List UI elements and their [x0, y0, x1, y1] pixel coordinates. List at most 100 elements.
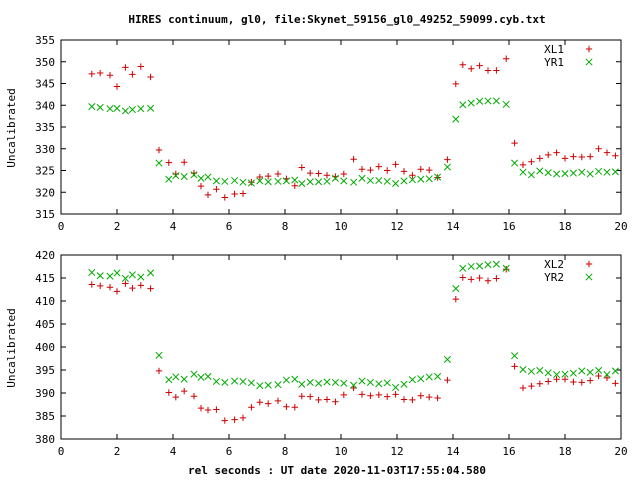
data-point-yr1: [417, 175, 425, 183]
data-point-yr2: [586, 368, 594, 376]
x-tick-label: 0: [58, 445, 65, 458]
data-point-xl2: [519, 384, 527, 392]
data-point-xl2: [536, 380, 543, 387]
data-point-xl1: [88, 70, 95, 78]
data-point-xl1: [274, 170, 282, 178]
data-point-yr2: [553, 371, 561, 379]
y-tick-label: 385: [35, 410, 55, 423]
data-point-yr2: [315, 379, 323, 387]
data-point-yr1: [467, 99, 475, 107]
data-point-yr2: [467, 262, 475, 271]
data-point-xl1: [204, 191, 212, 199]
data-point-yr1: [172, 172, 180, 180]
data-point-yr1: [569, 169, 577, 177]
data-point-yr1: [502, 100, 510, 108]
data-point-yr2: [147, 269, 155, 277]
x-tick-label: 6: [226, 220, 233, 233]
data-point-yr1: [88, 103, 96, 111]
bottom-panel: 0 2 4 6 8 10 12 14 16 18 20 380 385 390 395 400 405 410 41…: [35, 249, 628, 458]
data-point-yr2: [212, 377, 220, 386]
data-point-xl1: [97, 69, 104, 77]
y-tick-label: 400: [35, 341, 55, 354]
x-tick-label: 6: [226, 445, 233, 458]
data-point-xl1: [476, 62, 483, 69]
y-tick-label: 345: [35, 78, 55, 91]
x-tick-label: 14: [446, 445, 460, 458]
x-tick-label: 10: [334, 220, 347, 233]
data-point-yr1: [561, 169, 569, 178]
data-point-xl2: [417, 392, 424, 399]
data-point-yr1: [519, 168, 527, 176]
x-tick-label: 18: [558, 445, 571, 458]
data-point-yr1: [96, 103, 104, 111]
data-point-yr2: [492, 260, 500, 268]
data-point-xl2: [122, 280, 129, 287]
x-tick-label: 8: [282, 220, 289, 233]
data-point-yr1: [366, 176, 374, 185]
data-point-yr1: [264, 178, 272, 186]
data-point-xl2: [603, 374, 611, 382]
data-point-yr1: [452, 115, 460, 123]
x-tick-label: 0: [58, 220, 65, 233]
x-tick-label: 16: [502, 445, 515, 458]
data-point-yr2: [561, 370, 569, 378]
data-point-xl1: [248, 179, 255, 186]
data-point-yr1: [603, 168, 611, 176]
data-point-xl1: [155, 146, 163, 154]
legend-label-yr2: YR2: [544, 271, 564, 284]
data-point-yr1: [408, 176, 416, 184]
data-point-xl2: [358, 391, 366, 398]
data-point-xl2: [97, 282, 104, 290]
y-tick-label: 340: [35, 99, 55, 112]
data-point-xl2: [434, 394, 441, 402]
data-point-yr1: [544, 169, 552, 177]
data-point-xl1: [561, 155, 569, 162]
data-point-yr1: [511, 159, 519, 167]
data-point-xl1: [340, 170, 347, 178]
x-tick-label: 8: [282, 445, 289, 458]
data-point-xl2: [426, 393, 433, 401]
data-point-xl2: [444, 376, 451, 384]
data-point-yr1: [492, 97, 500, 105]
data-point-xl1: [113, 83, 121, 90]
data-point-yr2: [306, 378, 314, 386]
data-point-xl2: [137, 282, 144, 289]
data-point-yr2: [383, 379, 391, 387]
x-axis-label: rel seconds : UT date 2020-11-03T17:55:0…: [188, 464, 486, 477]
data-point-xl2: [332, 398, 339, 405]
data-point-yr2: [165, 376, 173, 384]
x-tick-label: 10: [334, 445, 347, 458]
data-point-yr1: [180, 173, 188, 181]
data-point-yr1: [298, 179, 306, 188]
data-point-yr2: [96, 272, 104, 280]
data-point-yr2: [121, 274, 129, 283]
data-point-yr2: [340, 379, 348, 387]
data-point-xl1: [358, 165, 366, 173]
y-tick-label: 380: [35, 433, 55, 446]
legend-marker-xl2: [585, 260, 593, 268]
data-point-yr1: [291, 176, 299, 184]
series-yr1: [88, 97, 619, 188]
data-point-yr2: [113, 269, 121, 277]
data-point-xl1: [350, 155, 357, 163]
data-point-yr1: [204, 173, 212, 181]
data-point-xl2: [298, 393, 305, 400]
data-point-xl2: [88, 281, 95, 288]
data-point-yr2: [331, 378, 339, 386]
legend-label-xl2: XL2: [544, 258, 564, 271]
data-point-xl2: [291, 404, 298, 411]
data-point-yr1: [147, 104, 155, 112]
data-point-yr2: [595, 366, 603, 375]
data-point-xl1: [256, 173, 263, 181]
y-tick-label: 355: [35, 34, 55, 47]
data-point-yr1: [128, 106, 136, 114]
data-point-xl2: [545, 378, 552, 385]
data-point-xl1: [400, 168, 408, 175]
data-point-xl1: [231, 190, 238, 198]
data-point-yr2: [536, 366, 544, 375]
data-point-yr1: [155, 159, 163, 167]
legend-marker-yr2: [585, 273, 593, 281]
data-point-yr2: [425, 373, 433, 381]
data-point-yr1: [527, 171, 535, 179]
y-tick-label: 330: [35, 143, 55, 156]
